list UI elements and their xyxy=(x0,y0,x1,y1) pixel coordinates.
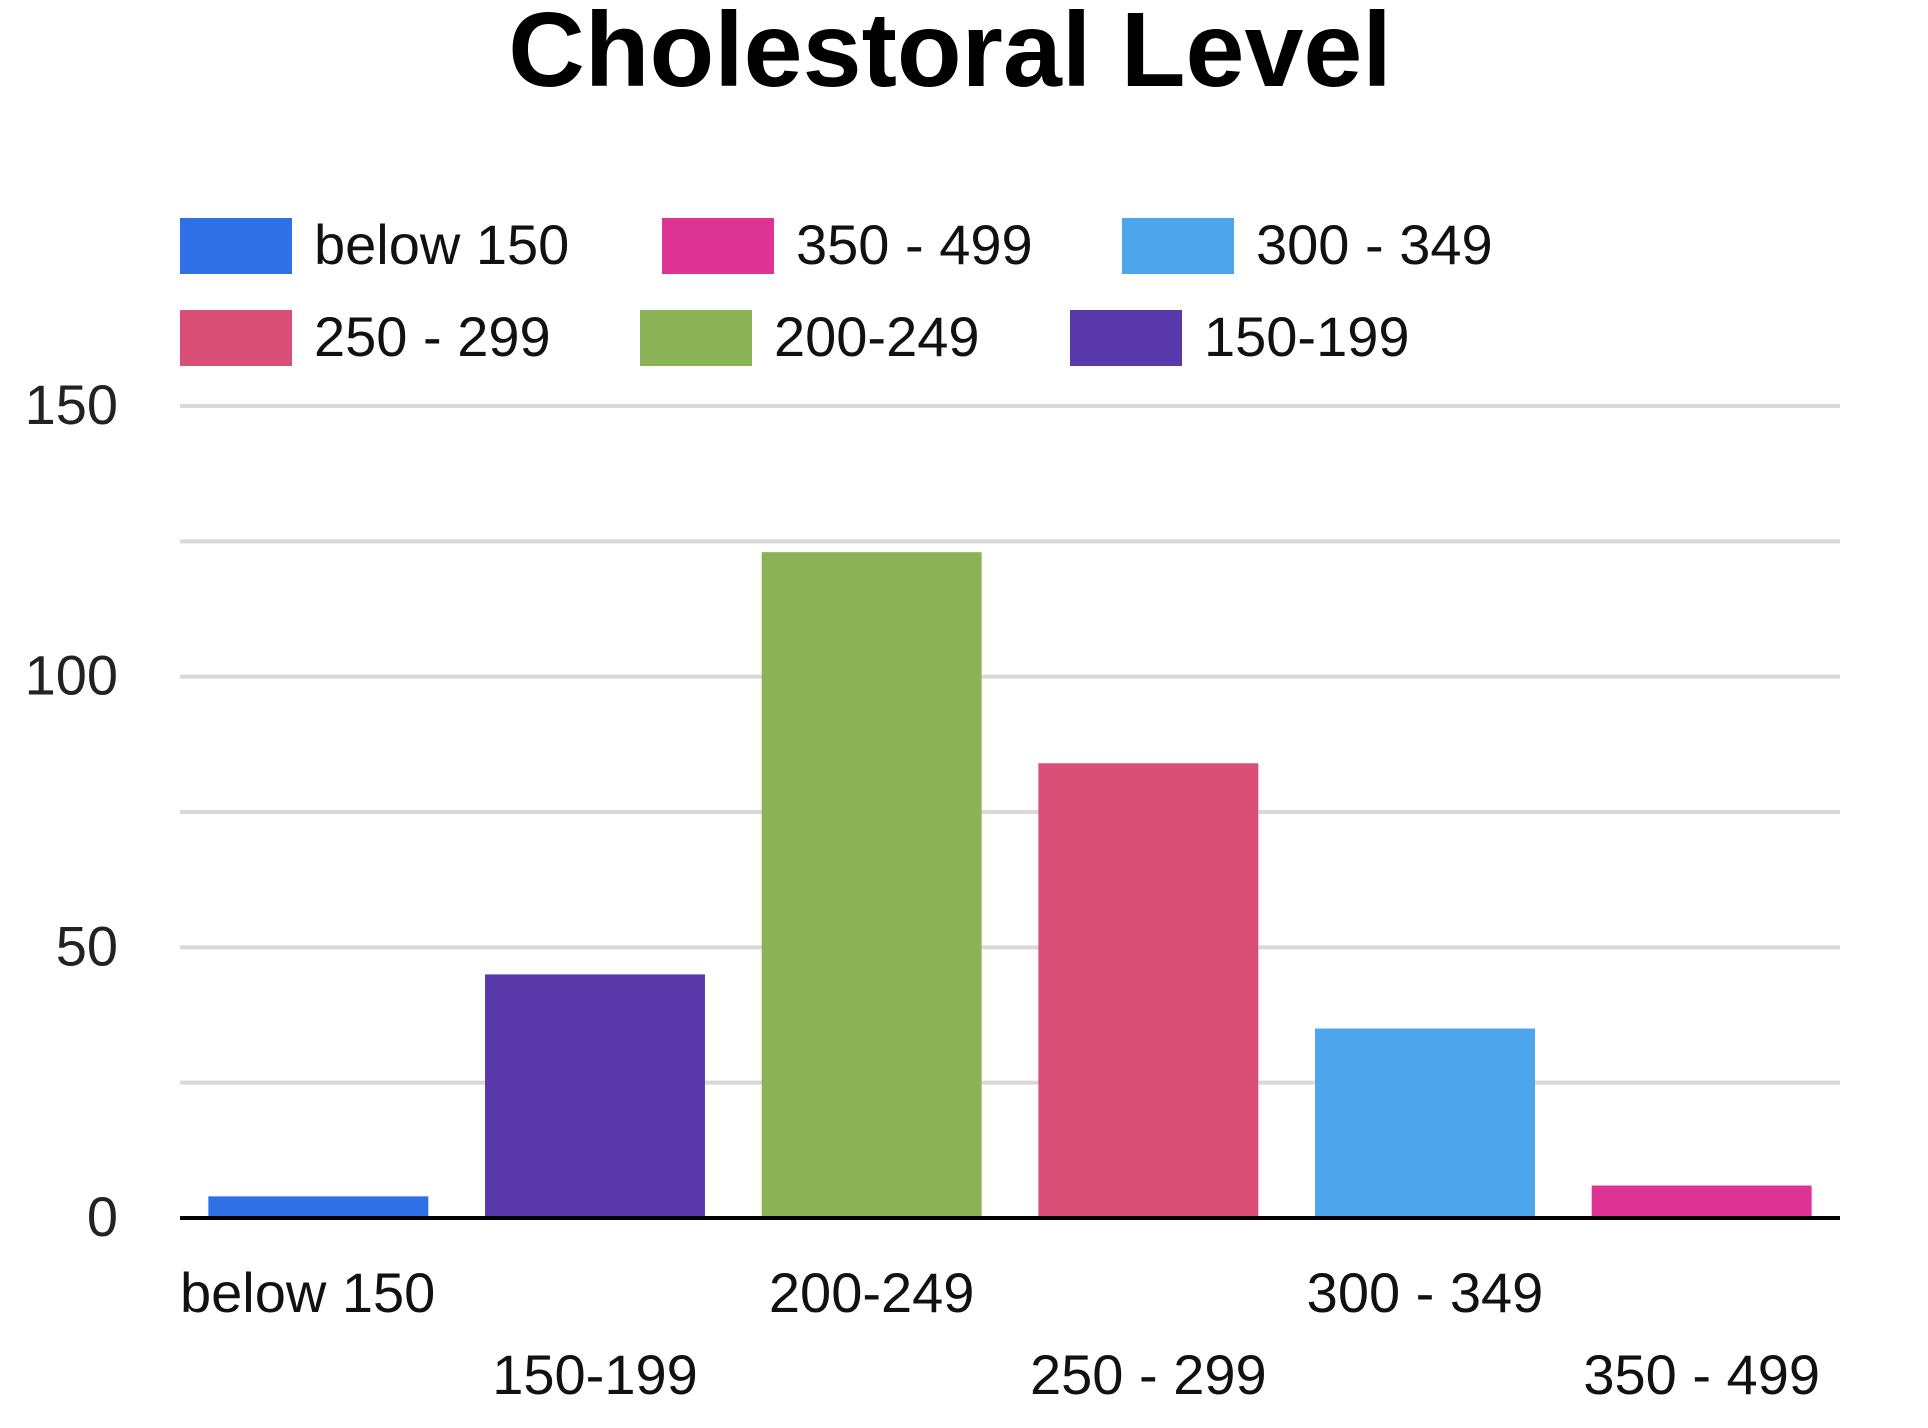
legend-label: 350 - 499 xyxy=(796,213,1033,276)
legend-label: 200-249 xyxy=(774,305,980,368)
legend-swatch xyxy=(180,218,292,274)
y-axis-ticks: 0 50 100 150 xyxy=(25,373,118,1248)
legend-swatch xyxy=(1122,218,1234,274)
x-tick-label: 250 - 299 xyxy=(1030,1343,1267,1406)
legend-swatch xyxy=(662,218,774,274)
legend-item: 150-199 xyxy=(1070,305,1410,368)
bars xyxy=(208,552,1812,1218)
bar xyxy=(1038,763,1259,1218)
legend-label: 150-199 xyxy=(1204,305,1410,368)
x-tick-label: 350 - 499 xyxy=(1583,1343,1820,1406)
y-tick-label: 150 xyxy=(25,373,118,436)
legend-swatch xyxy=(180,310,292,366)
x-tick-label: below 150 xyxy=(180,1261,435,1324)
x-axis-labels: below 150 150-199 200-249 250 - 299 300 - 34… xyxy=(180,1261,1820,1406)
bar xyxy=(1591,1185,1812,1218)
legend-item: 300 - 349 xyxy=(1122,213,1493,276)
legend-item: below 150 xyxy=(180,213,569,276)
bar xyxy=(208,1196,429,1218)
y-tick-label: 100 xyxy=(25,644,118,707)
bar xyxy=(761,552,982,1218)
y-tick-label: 50 xyxy=(56,914,118,977)
legend-swatch xyxy=(640,310,752,366)
legend-label: 250 - 299 xyxy=(314,305,551,368)
legend-item: 350 - 499 xyxy=(662,213,1033,276)
x-tick-label: 200-249 xyxy=(769,1261,975,1324)
legend-swatch xyxy=(1070,310,1182,366)
legend-label: 300 - 349 xyxy=(1256,213,1493,276)
x-tick-label: 150-199 xyxy=(492,1343,698,1406)
x-tick-label: 300 - 349 xyxy=(1307,1261,1544,1324)
legend: below 150 350 - 499 300 - 349 250 - 299 200-… xyxy=(180,213,1493,368)
legend-item: 250 - 299 xyxy=(180,305,551,368)
legend-item: 200-249 xyxy=(640,305,980,368)
bar xyxy=(1315,1028,1535,1218)
y-tick-label: 0 xyxy=(87,1185,118,1248)
legend-label: below 150 xyxy=(314,213,569,276)
grid xyxy=(180,404,1840,1085)
chart-title: Cholestoral Level xyxy=(508,0,1392,109)
bar xyxy=(485,974,705,1218)
